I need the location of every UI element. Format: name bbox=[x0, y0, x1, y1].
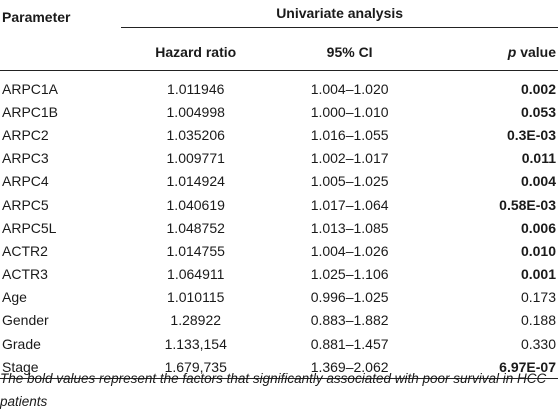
cell-parameter: ACTR3 bbox=[2, 266, 48, 283]
cell-hazard-ratio: 1.035206 bbox=[166, 126, 225, 143]
cell-parameter: ARPC3 bbox=[2, 150, 49, 167]
cell-hazard-ratio: 1.048752 bbox=[166, 219, 225, 236]
cell-parameter: ARPC1A bbox=[2, 80, 59, 97]
cell-p-value: 0.006 bbox=[520, 219, 556, 236]
cell-ci: 1.013–1.085 bbox=[310, 219, 389, 236]
cell-parameter: Stage bbox=[0, 355, 122, 380]
cell-parameter: ARPC2 bbox=[2, 126, 49, 143]
cell-hazard-ratio: 1.014755 bbox=[166, 242, 225, 259]
cell-p-value: 0.330 bbox=[520, 335, 556, 352]
header-univariate-analysis: Univariate analysis bbox=[121, 0, 558, 33]
header-parameter-blank bbox=[0, 33, 122, 71]
cell-hazard-ratio: 1.004998 bbox=[166, 103, 225, 120]
cell-parameter: Grade bbox=[2, 335, 41, 352]
cell-hazard-ratio: 1.009771 bbox=[166, 150, 225, 167]
cell-hazard-ratio: 1.040619 bbox=[166, 196, 225, 213]
cell-ci: 1.369–2.062 bbox=[270, 355, 430, 380]
cell-ci: 1.000–1.010 bbox=[310, 103, 389, 120]
table-row: Grade 1.133,154 0.881–1.457 0.330 bbox=[0, 332, 558, 355]
cell-hazard-ratio: 1.011946 bbox=[167, 80, 225, 97]
table-row: Stage 1.679,735 1.369–2.062 6.97E-07 bbox=[0, 355, 558, 380]
cell-p-value: 0.188 bbox=[520, 312, 556, 329]
cell-hazard-ratio: 1.014924 bbox=[166, 173, 225, 190]
cell-p-value: 0.58E-03 bbox=[499, 196, 556, 213]
cell-ci: 1.025–1.106 bbox=[310, 266, 389, 283]
header-p-word: value bbox=[520, 43, 556, 60]
cell-hazard-ratio: 1.28922 bbox=[170, 312, 222, 329]
cell-parameter: ACTR2 bbox=[2, 242, 48, 259]
header-p-letter: p bbox=[507, 43, 517, 60]
table-row: Age 1.010115 0.996–1.025 0.173 bbox=[0, 286, 558, 309]
cell-parameter: Age bbox=[2, 289, 27, 306]
cell-ci: 1.016–1.055 bbox=[310, 126, 389, 143]
cell-p-value: 0.3E-03 bbox=[506, 126, 556, 143]
cell-parameter: Gender bbox=[2, 312, 49, 329]
table-row: ACTR2 1.014755 1.004–1.026 0.010 bbox=[0, 239, 558, 262]
table-footnote: The bold values represent the factors th… bbox=[0, 371, 547, 409]
cell-p-value: 0.173 bbox=[520, 289, 556, 306]
header-parameter: Parameter bbox=[2, 8, 71, 25]
table-row: ARPC5L 1.048752 1.013–1.085 0.006 bbox=[0, 216, 558, 239]
table-row: ARPC2 1.035206 1.016–1.055 0.3E-03 bbox=[0, 123, 558, 146]
cell-ci: 1.005–1.025 bbox=[310, 173, 389, 190]
header-p-value: p value bbox=[429, 33, 558, 71]
cell-ci: 1.004–1.026 bbox=[310, 242, 389, 259]
cell-p-value: 0.004 bbox=[520, 173, 556, 190]
cell-ci: 0.996–1.025 bbox=[310, 289, 389, 306]
cell-ci: 0.881–1.457 bbox=[310, 335, 389, 352]
table-row: ARPC3 1.009771 1.002–1.017 0.011 bbox=[0, 147, 558, 170]
cell-hazard-ratio: 1.679,735 bbox=[121, 355, 271, 380]
cell-p-value: 0.053 bbox=[520, 103, 556, 120]
table-body: ARPC1A 1.011946 1.004–1.020 0.002 ARPC1B 1.00… bbox=[0, 71, 558, 380]
cell-hazard-ratio: 1.010115 bbox=[167, 289, 225, 306]
cell-p-value: 0.010 bbox=[520, 242, 556, 259]
header-hazard-ratio: Hazard ratio bbox=[121, 33, 271, 71]
cell-parameter: ARPC5L bbox=[2, 219, 57, 236]
header-univariate-label: Univariate analysis bbox=[121, 5, 558, 28]
table-row: ARPC4 1.014924 1.005–1.025 0.004 bbox=[0, 170, 558, 193]
cell-ci: 1.017–1.064 bbox=[310, 196, 389, 213]
cell-parameter: ARPC4 bbox=[2, 173, 49, 190]
cell-p-value: 6.97E-07 bbox=[429, 355, 558, 380]
cell-p-value: 0.002 bbox=[520, 80, 556, 97]
cell-hazard-ratio: 1.133,154 bbox=[164, 335, 227, 352]
cell-p-value: 0.001 bbox=[520, 266, 556, 283]
header-ci: 95% CI bbox=[270, 33, 430, 71]
table-row: ARPC1A 1.011946 1.004–1.020 0.002 bbox=[0, 71, 558, 101]
cell-parameter: ARPC1B bbox=[2, 103, 59, 120]
univariate-analysis-table: Parameter Univariate analysis Hazard rat… bbox=[0, 0, 558, 380]
table-row: ARPC1B 1.004998 1.000–1.010 0.053 bbox=[0, 100, 558, 123]
cell-p-value: 0.011 bbox=[521, 150, 556, 167]
table-row: ACTR3 1.064911 1.025–1.106 0.001 bbox=[0, 263, 558, 286]
table-row: ARPC5 1.040619 1.017–1.064 0.58E-03 bbox=[0, 193, 558, 216]
table-row: Gender 1.28922 0.883–1.882 0.188 bbox=[0, 309, 558, 332]
cell-ci: 1.004–1.020 bbox=[310, 80, 389, 97]
cell-ci: 0.883–1.882 bbox=[310, 312, 389, 329]
cell-hazard-ratio: 1.064911 bbox=[167, 266, 225, 283]
cell-parameter: ARPC5 bbox=[2, 196, 49, 213]
cell-ci: 1.002–1.017 bbox=[310, 150, 389, 167]
